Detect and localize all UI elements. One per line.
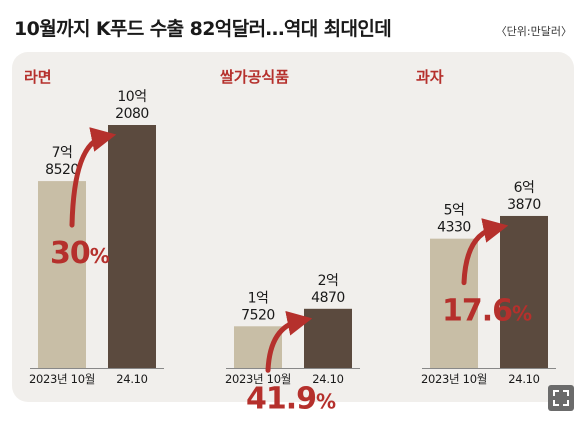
bar-2024 [108,125,156,368]
value-label-top: 7억 [52,145,73,161]
value-label-top: 1억 [248,290,269,306]
value-label-top: 6억 [514,180,535,196]
group-title: 라면 [24,68,52,86]
growth-percent: 17.6% [442,294,532,329]
growth-arrow [461,218,509,286]
group-title: 쌀가공식품 [220,68,289,86]
chart-title: 10월까지 K푸드 수출 82억달러…역대 최대인데 [14,18,392,40]
value-label-bottom: 7520 [241,307,275,323]
expand-icon [553,390,569,406]
bar-2023 [234,326,282,368]
growth-unit: % [316,389,336,413]
expand-button[interactable] [548,385,574,411]
growth-number: 17.6 [442,294,512,329]
growth-percent: 41.9% [246,381,336,416]
category-label: 2023년 10월 [225,372,291,386]
growth-number: 30 [50,236,90,271]
growth-percent: 30% [50,236,110,271]
growth-unit: % [512,302,532,326]
bar-2024 [304,308,352,368]
value-label-top: 10억 [117,89,146,105]
value-label-bottom: 2080 [115,106,149,122]
bar-2023 [38,181,86,368]
growth-arrow [69,127,117,228]
unit-label: 〈단위:만달러〉 [495,25,572,38]
value-label-bottom: 8520 [45,162,79,178]
value-label-bottom: 4330 [437,220,471,236]
growth-unit: % [90,244,110,268]
bar-2024 [500,215,548,368]
category-label: 24.10 [312,372,343,386]
group-title: 과자 [416,68,444,86]
value-label-bottom: 4870 [311,290,345,306]
category-label: 2023년 10월 [421,372,487,386]
growth-arrow [265,311,313,373]
growth-number: 41.9 [246,381,316,416]
category-label: 24.10 [116,372,147,386]
bar-2023 [430,238,478,368]
chart-panel [12,52,574,402]
value-label-top: 2억 [318,273,339,289]
category-label: 2023년 10월 [29,372,95,386]
value-label-top: 5억 [444,203,465,219]
category-label: 24.10 [508,372,539,386]
value-label-bottom: 3870 [507,197,541,213]
